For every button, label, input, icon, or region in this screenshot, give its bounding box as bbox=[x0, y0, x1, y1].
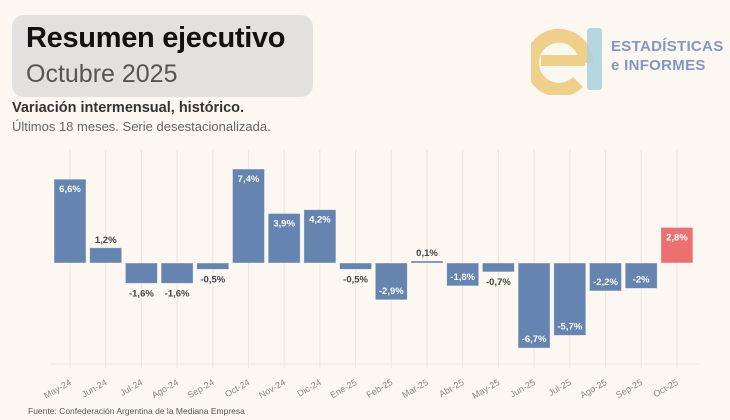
logo-line-1: ESTADÍSTICAS bbox=[611, 38, 724, 55]
report-period: Octubre 2025 bbox=[26, 60, 178, 88]
bar-may-24 bbox=[53, 178, 87, 264]
bar-jul-25 bbox=[553, 262, 587, 336]
label-layer: 6,6% 1,2% -1,6% -1,6% -0,5% 7,4% 3,9% 4,2% -0,5%… bbox=[59, 174, 688, 345]
x-tick-label: Ago-24 bbox=[150, 377, 180, 400]
data-label: 3,9% bbox=[273, 218, 295, 229]
chart-title: Variación intermensual, histórico. bbox=[12, 100, 245, 116]
logo-line-2: e INFORMES bbox=[611, 57, 706, 74]
bar-sep-25 bbox=[624, 262, 658, 289]
data-label: -0,5% bbox=[200, 274, 225, 285]
grid-layer bbox=[50, 150, 700, 368]
brand-logo: ESTADÍSTICAS e INFORMES bbox=[525, 25, 730, 97]
bar-feb-25 bbox=[374, 262, 408, 301]
bar-oct-24 bbox=[232, 168, 265, 264]
source-note: Fuente: Confederación Argentina de la Me… bbox=[28, 406, 245, 416]
data-label: -6,7% bbox=[522, 334, 547, 345]
x-tick-label: May-25 bbox=[470, 377, 501, 401]
bar-ago-25 bbox=[589, 262, 622, 292]
data-label: -2,9% bbox=[379, 286, 404, 297]
bar-ene-25 bbox=[339, 262, 373, 270]
title-box: Resumen ejecutivo Octubre 2025 bbox=[12, 15, 313, 97]
x-tick-label: Sep-25 bbox=[614, 377, 644, 400]
data-label: -2% bbox=[633, 274, 650, 285]
data-label: 2,8% bbox=[666, 232, 688, 243]
bar-layer bbox=[53, 168, 694, 349]
bar-ago-24 bbox=[160, 262, 194, 284]
x-tick-label: Feb-25 bbox=[365, 377, 395, 400]
data-label: 0,1% bbox=[416, 248, 438, 259]
bar-jun-24 bbox=[89, 247, 123, 264]
data-label: -5,7% bbox=[557, 321, 582, 332]
x-tick-label: Jul-25 bbox=[547, 377, 573, 398]
logo-text: ESTADÍSTICAS e INFORMES bbox=[611, 37, 724, 75]
report-title: Resumen ejecutivo bbox=[26, 22, 286, 54]
data-label: -1,6% bbox=[165, 288, 190, 299]
chart-subtitle: Últimos 18 meses. Serie desestacionaliza… bbox=[12, 119, 271, 134]
bar-dic-24 bbox=[303, 209, 337, 264]
x-tick-label: Nov-24 bbox=[257, 377, 287, 400]
data-label: 7,4% bbox=[238, 174, 260, 185]
data-label: -1,8% bbox=[450, 272, 475, 283]
x-tick-label: May-24 bbox=[42, 377, 73, 401]
bar-jul-24 bbox=[125, 262, 158, 284]
bar-oct-25 bbox=[660, 227, 694, 264]
data-label: -2,2% bbox=[593, 277, 618, 288]
x-tick-label: Ene-25 bbox=[328, 377, 358, 400]
x-tick-label: Dic-24 bbox=[295, 377, 323, 399]
data-label: -0,7% bbox=[486, 277, 511, 288]
bar-abr-25 bbox=[446, 262, 480, 287]
x-tick-label: Jul-24 bbox=[118, 377, 144, 398]
data-label: 4,2% bbox=[309, 215, 331, 226]
data-label: 1,2% bbox=[95, 235, 117, 246]
data-label: -1,6% bbox=[129, 288, 154, 299]
bar-jun-25 bbox=[517, 262, 551, 349]
bar-sep-24 bbox=[196, 262, 230, 270]
x-tick-label: Mar-25 bbox=[400, 377, 430, 400]
bar-may-25 bbox=[481, 262, 515, 273]
data-label: -0,5% bbox=[343, 274, 368, 285]
x-tick-label: Oct-24 bbox=[223, 377, 251, 399]
x-tick-label: Jun-24 bbox=[80, 377, 109, 399]
bar-mar-25 bbox=[410, 260, 444, 264]
x-tick-label: Ago-25 bbox=[578, 377, 608, 400]
logo-e-icon bbox=[525, 28, 602, 97]
x-tick-label: Abr-25 bbox=[437, 377, 465, 399]
x-tick-label: Oct-25 bbox=[652, 377, 680, 399]
x-tick-label: Sep-24 bbox=[186, 377, 216, 400]
tick-layer: May-24 Jun-24 Jul-24 Ago-24 Sep-24 Oct-24 Nov-… bbox=[42, 377, 680, 401]
bar-nov-24 bbox=[267, 213, 301, 264]
x-tick-label: Jun-25 bbox=[508, 377, 537, 399]
data-label: 6,6% bbox=[59, 184, 81, 195]
